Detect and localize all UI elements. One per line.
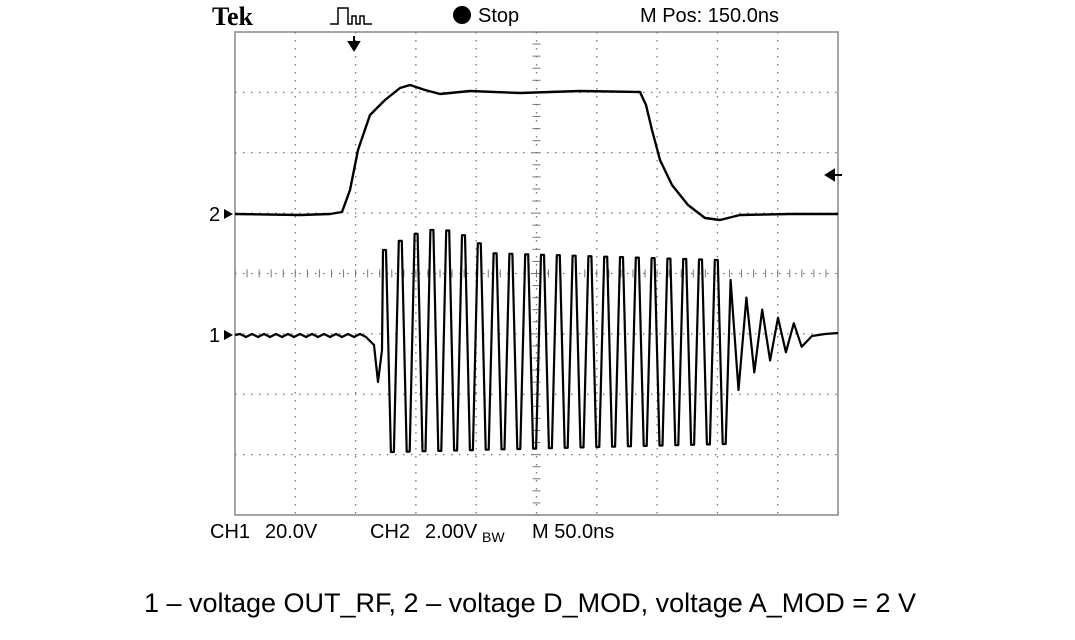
ch2-scale: 2.00V	[425, 521, 478, 543]
ch2-trace	[234, 83, 838, 222]
channel-marker: 1	[209, 325, 220, 347]
ch1-scale: 20.0V	[265, 521, 318, 543]
brand: Tek	[212, 2, 253, 31]
channel-marker-arrow	[224, 209, 233, 219]
ch2-label: CH2	[370, 521, 410, 543]
trigger-position-arrow	[347, 36, 361, 52]
run-state: Stop	[478, 5, 519, 27]
caption: 1 – voltage OUT_RF, 2 – voltage D_MOD, v…	[144, 588, 916, 618]
graticule	[234, 31, 839, 516]
trigger-icon	[330, 7, 372, 25]
ch2-bandwidth: BW	[482, 529, 505, 545]
channel-marker-arrow	[224, 330, 233, 340]
ch1-label: CH1	[210, 521, 250, 543]
stop-indicator	[453, 6, 471, 24]
ch1-trace	[234, 228, 839, 454]
channel-marker: 2	[209, 204, 220, 226]
position: M Pos: 150.0ns	[640, 5, 779, 27]
timebase: M 50.0ns	[532, 521, 614, 543]
trigger-level-arrow	[824, 168, 842, 182]
